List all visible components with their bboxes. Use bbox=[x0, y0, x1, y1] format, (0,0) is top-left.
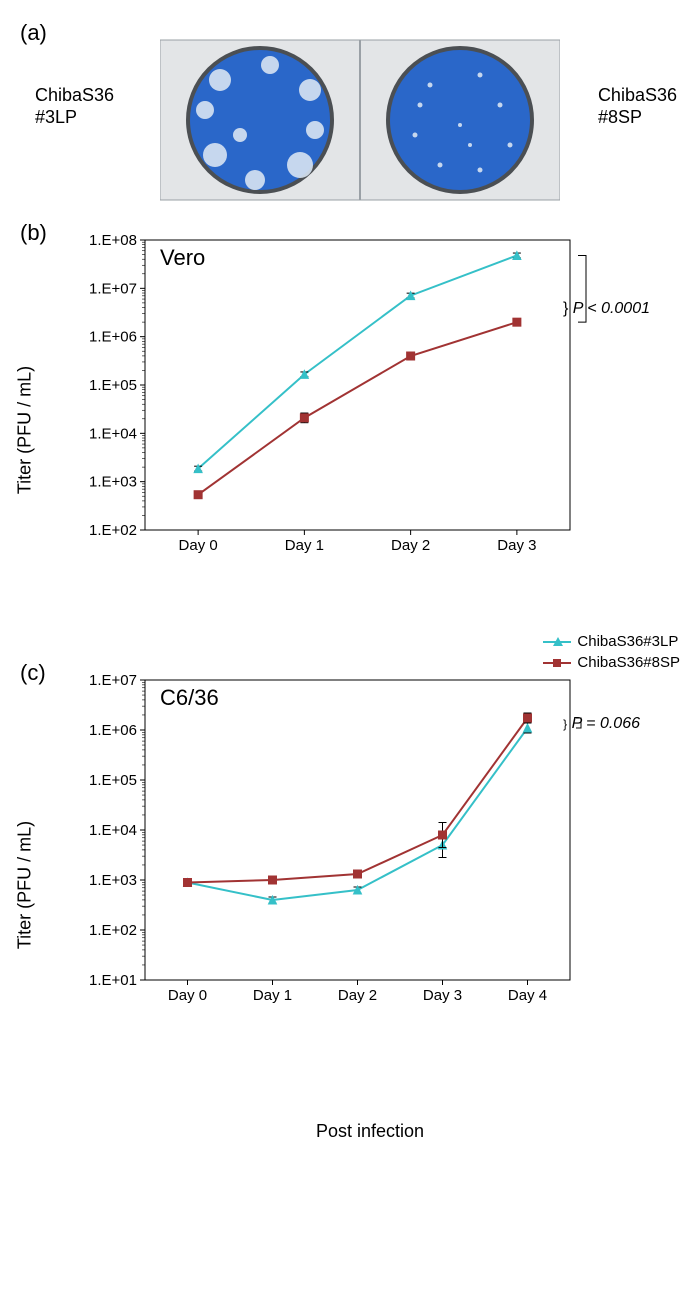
legend-label-1: ChibaS36#3LP bbox=[577, 633, 678, 650]
well-right-label-line2: #8SP bbox=[598, 107, 642, 127]
svg-text:1.E+06: 1.E+06 bbox=[89, 722, 137, 739]
chart-c-xlabel: Post infection bbox=[316, 1121, 424, 1142]
svg-text:1.E+01: 1.E+01 bbox=[89, 972, 137, 989]
legend-label-2: ChibaS36#8SP bbox=[577, 654, 680, 671]
svg-text:1.E+02: 1.E+02 bbox=[89, 522, 137, 539]
panel-c-label: (c) bbox=[20, 660, 46, 686]
legend-marker-square bbox=[543, 662, 571, 664]
svg-text:Day 4: Day 4 bbox=[508, 987, 547, 1004]
svg-text:Day 0: Day 0 bbox=[168, 987, 207, 1004]
svg-text:1.E+06: 1.E+06 bbox=[89, 329, 137, 346]
figure-container: (a) (b) (c) ChibaS36 #3LP ChibaS36 #8SP bbox=[20, 20, 680, 1280]
svg-text:1.E+03: 1.E+03 bbox=[89, 872, 137, 889]
well-left-label-line1: ChibaS36 bbox=[35, 85, 114, 105]
chart-c: C6/36 Titer (PFU / mL) 1.E+011.E+021.E+0… bbox=[70, 670, 670, 1100]
chart-b: Vero Titer (PFU / mL) 1.E+021.E+031.E+04… bbox=[70, 230, 670, 630]
legend-row-2: ChibaS36#8SP bbox=[543, 654, 680, 671]
legend-marker-triangle bbox=[543, 641, 571, 643]
svg-text:Day 2: Day 2 bbox=[391, 537, 430, 554]
panel-b-label: (b) bbox=[20, 220, 47, 246]
svg-text:Day 2: Day 2 bbox=[338, 987, 377, 1004]
chart-b-ylabel: Titer (PFU / mL) bbox=[15, 366, 36, 494]
svg-text:1.E+02: 1.E+02 bbox=[89, 922, 137, 939]
svg-text:Day 3: Day 3 bbox=[423, 987, 462, 1004]
svg-text:Day 3: Day 3 bbox=[497, 537, 536, 554]
svg-text:1.E+05: 1.E+05 bbox=[89, 772, 137, 789]
chart-b-legend: ChibaS36#3LP ChibaS36#8SP bbox=[543, 633, 680, 675]
svg-text:Day 1: Day 1 bbox=[285, 537, 324, 554]
svg-text:1.E+04: 1.E+04 bbox=[89, 822, 137, 839]
svg-text:Day 1: Day 1 bbox=[253, 987, 292, 1004]
svg-text:Day 0: Day 0 bbox=[179, 537, 218, 554]
well-right-label: ChibaS36 #8SP bbox=[598, 85, 677, 128]
well-left-label-line2: #3LP bbox=[35, 107, 77, 127]
chart-b-pvalue: } P < 0.0001 bbox=[563, 300, 650, 318]
panel-a-label: (a) bbox=[20, 20, 47, 46]
wells-svg bbox=[160, 35, 560, 205]
panel-a-wells: ChibaS36 #3LP ChibaS36 #8SP bbox=[110, 30, 600, 210]
chart-c-pvalue: } P = 0.066 bbox=[563, 715, 640, 733]
well-left-label: ChibaS36 #3LP bbox=[35, 85, 114, 128]
svg-text:1.E+04: 1.E+04 bbox=[89, 425, 137, 442]
chart-b-title: Vero bbox=[160, 245, 205, 271]
svg-text:1.E+05: 1.E+05 bbox=[89, 377, 137, 394]
legend-row-1: ChibaS36#3LP bbox=[543, 633, 680, 650]
well-right-label-line1: ChibaS36 bbox=[598, 85, 677, 105]
svg-text:1.E+03: 1.E+03 bbox=[89, 474, 137, 491]
chart-b-svg: 1.E+02 1.E+03 1.E+04 1.E+05 1.E+06 1.E+07 1.E+… bbox=[70, 230, 670, 560]
svg-text:1.E+07: 1.E+07 bbox=[89, 672, 137, 689]
svg-text:1.E+08: 1.E+08 bbox=[89, 232, 137, 249]
chart-c-ylabel: Titer (PFU / mL) bbox=[15, 821, 36, 949]
chart-c-title: C6/36 bbox=[160, 685, 219, 711]
svg-text:1.E+07: 1.E+07 bbox=[89, 280, 137, 297]
